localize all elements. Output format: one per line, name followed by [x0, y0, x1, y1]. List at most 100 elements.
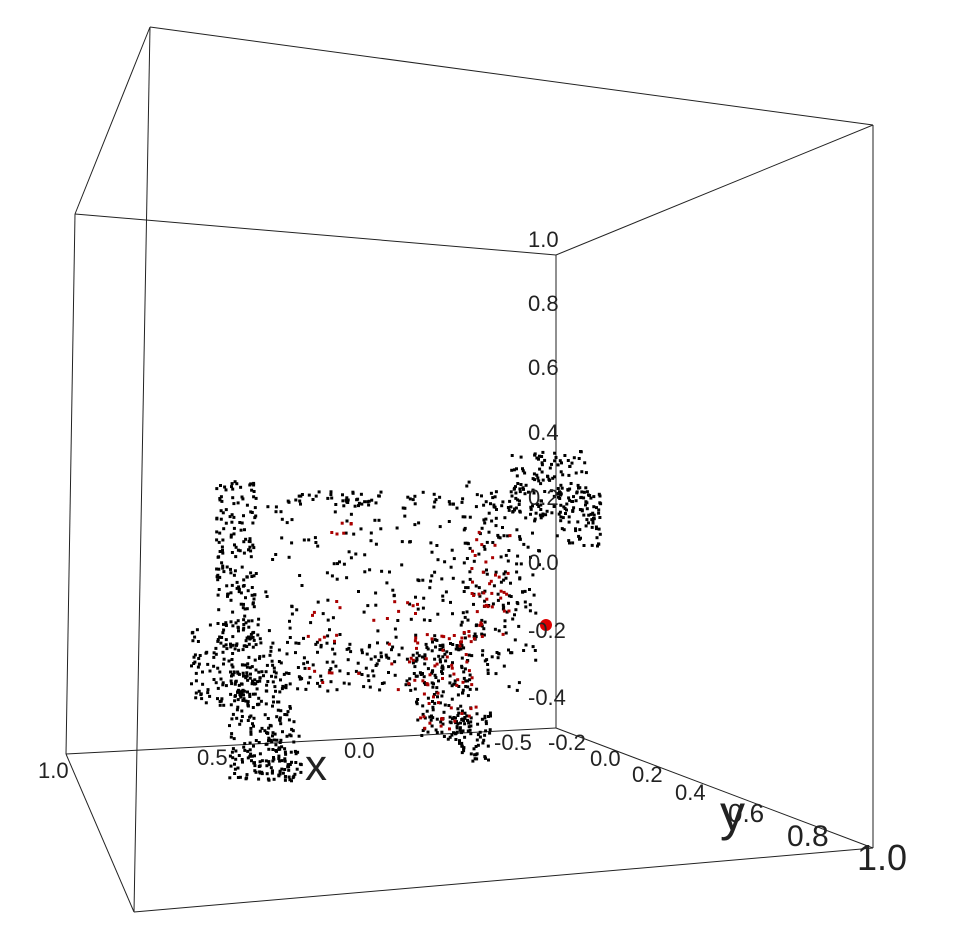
data-point	[364, 666, 368, 670]
data-point	[272, 757, 276, 761]
data-point	[250, 759, 253, 763]
data-point	[221, 681, 225, 685]
data-point	[579, 450, 582, 453]
data-point	[483, 599, 487, 603]
data-point	[466, 679, 469, 683]
data-point	[547, 477, 551, 481]
data-point	[369, 657, 373, 661]
data-point	[239, 602, 243, 606]
data-point	[421, 704, 425, 708]
data-point-highlight	[470, 592, 474, 595]
data-point	[338, 560, 341, 564]
data-point	[461, 688, 465, 692]
data-point-highlight	[502, 609, 506, 613]
data-point	[264, 759, 268, 763]
data-point	[234, 757, 238, 761]
data-point	[475, 712, 479, 716]
data-point-highlight	[327, 671, 331, 675]
y-tick-label: 0.4	[675, 780, 706, 805]
data-point	[482, 738, 486, 742]
data-point	[347, 550, 351, 554]
data-point	[468, 577, 472, 581]
data-point	[417, 521, 421, 525]
data-point	[447, 704, 451, 707]
data-point	[266, 777, 270, 781]
data-point-highlight	[462, 631, 466, 634]
data-point-highlight	[397, 609, 401, 613]
data-point	[522, 487, 525, 491]
data-point	[507, 549, 511, 552]
data-point	[314, 494, 318, 498]
data-point	[440, 694, 444, 698]
data-point	[523, 600, 527, 604]
data-point	[288, 682, 292, 686]
data-point	[443, 560, 447, 564]
data-point-highlight	[433, 664, 437, 668]
data-point	[496, 592, 500, 596]
data-point	[206, 662, 210, 666]
data-point	[363, 570, 367, 574]
data-point	[394, 635, 398, 639]
data-point	[285, 652, 289, 656]
data-point	[283, 759, 287, 763]
data-point	[433, 673, 437, 677]
data-point	[231, 747, 235, 751]
data-point	[376, 629, 380, 633]
data-point	[515, 688, 519, 692]
data-point-highlight	[357, 671, 361, 675]
data-point	[539, 482, 543, 486]
data-point	[298, 499, 302, 503]
data-point	[559, 515, 563, 519]
data-point	[466, 685, 470, 689]
box-edge	[555, 124, 874, 256]
data-point	[278, 718, 282, 722]
data-point	[342, 562, 346, 566]
data-point	[232, 532, 236, 536]
data-point	[482, 633, 486, 637]
data-point	[503, 625, 507, 629]
data-point	[385, 655, 389, 659]
data-point	[215, 487, 219, 491]
data-point	[288, 706, 292, 710]
data-point	[455, 720, 458, 724]
data-point-highlight	[349, 522, 353, 525]
data-point	[250, 682, 254, 686]
data-point	[225, 584, 229, 588]
data-point	[456, 707, 460, 711]
data-point	[286, 640, 289, 644]
data-point	[360, 502, 364, 506]
data-point	[242, 540, 246, 544]
highlight-point	[540, 619, 552, 631]
data-point	[462, 746, 466, 750]
data-point	[528, 588, 531, 591]
data-point	[379, 527, 383, 531]
data-point	[216, 686, 220, 690]
data-point	[285, 713, 289, 717]
data-point	[582, 544, 586, 547]
data-point	[518, 576, 522, 580]
data-point	[237, 672, 241, 676]
data-point	[589, 512, 593, 516]
data-point	[416, 578, 420, 582]
data-point-highlight	[472, 637, 476, 641]
data-point	[235, 580, 239, 584]
data-point-highlight	[491, 556, 495, 560]
data-point	[476, 722, 480, 726]
data-point	[534, 511, 538, 515]
data-point	[521, 469, 525, 473]
data-point	[449, 600, 452, 604]
data-point-highlight	[485, 597, 489, 601]
data-point	[254, 739, 258, 742]
data-point	[252, 605, 256, 609]
data-point	[461, 497, 465, 501]
data-point-highlight	[416, 641, 420, 645]
data-point	[518, 487, 522, 491]
data-point	[304, 687, 308, 691]
data-point	[201, 670, 204, 674]
data-point	[433, 701, 437, 705]
data-point-highlight	[501, 632, 505, 636]
data-point	[368, 685, 372, 689]
data-point	[248, 748, 252, 752]
data-point	[483, 716, 487, 720]
data-point	[461, 611, 465, 615]
